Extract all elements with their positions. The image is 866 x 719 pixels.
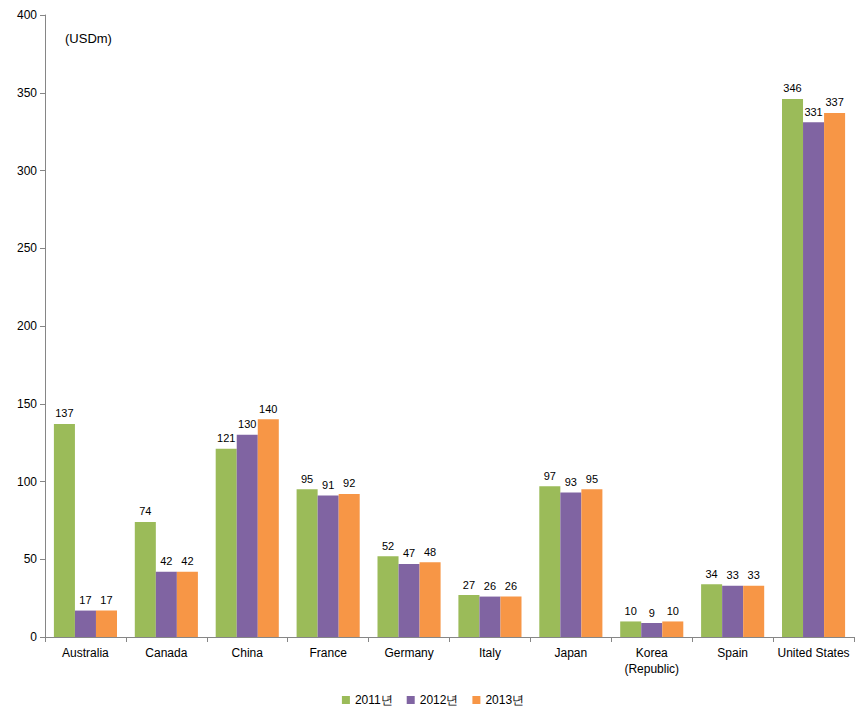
svg-text:France: France — [309, 646, 347, 660]
svg-text:Germany: Germany — [384, 646, 433, 660]
svg-text:(Republic): (Republic) — [624, 662, 679, 676]
svg-text:10: 10 — [625, 605, 637, 617]
svg-text:350: 350 — [17, 86, 37, 100]
svg-text:9: 9 — [649, 607, 655, 619]
svg-text:34: 34 — [705, 568, 717, 580]
svg-text:48: 48 — [424, 546, 436, 558]
svg-text:2012년: 2012년 — [420, 693, 459, 707]
svg-text:47: 47 — [403, 547, 415, 559]
svg-text:337: 337 — [825, 96, 843, 108]
svg-text:Canada: Canada — [145, 646, 187, 660]
svg-text:Italy: Italy — [479, 646, 501, 660]
svg-text:42: 42 — [181, 555, 193, 567]
svg-text:50: 50 — [24, 552, 38, 566]
svg-text:346: 346 — [783, 82, 801, 94]
svg-text:100: 100 — [17, 475, 37, 489]
svg-text:(USDm): (USDm) — [65, 31, 112, 46]
svg-text:93: 93 — [565, 476, 577, 488]
svg-text:26: 26 — [505, 580, 517, 592]
svg-text:150: 150 — [17, 397, 37, 411]
svg-text:95: 95 — [301, 473, 313, 485]
svg-text:92: 92 — [343, 477, 355, 489]
svg-text:52: 52 — [382, 540, 394, 552]
svg-text:26: 26 — [484, 580, 496, 592]
svg-text:China: China — [232, 646, 264, 660]
svg-text:10: 10 — [667, 605, 679, 617]
svg-text:42: 42 — [160, 555, 172, 567]
svg-text:97: 97 — [544, 470, 556, 482]
svg-text:2013년: 2013년 — [485, 693, 524, 707]
svg-text:400: 400 — [17, 8, 37, 22]
svg-text:74: 74 — [139, 505, 151, 517]
svg-text:United States: United States — [778, 646, 850, 660]
svg-text:130: 130 — [238, 418, 256, 430]
svg-text:300: 300 — [17, 164, 37, 178]
svg-text:17: 17 — [79, 594, 91, 606]
svg-text:0: 0 — [30, 630, 37, 644]
svg-text:91: 91 — [322, 479, 334, 491]
svg-text:140: 140 — [259, 403, 277, 415]
svg-text:27: 27 — [463, 579, 475, 591]
svg-text:200: 200 — [17, 319, 37, 333]
svg-text:33: 33 — [748, 569, 760, 581]
svg-text:121: 121 — [217, 432, 235, 444]
svg-text:17: 17 — [100, 594, 112, 606]
svg-text:33: 33 — [727, 569, 739, 581]
svg-text:137: 137 — [55, 407, 73, 419]
svg-text:95: 95 — [586, 473, 598, 485]
svg-text:Korea: Korea — [636, 646, 668, 660]
svg-text:2011년: 2011년 — [355, 693, 393, 707]
svg-text:Spain: Spain — [717, 646, 748, 660]
svg-text:Japan: Japan — [554, 646, 587, 660]
svg-text:331: 331 — [804, 106, 822, 118]
svg-text:Australia: Australia — [62, 646, 109, 660]
svg-text:250: 250 — [17, 241, 37, 255]
